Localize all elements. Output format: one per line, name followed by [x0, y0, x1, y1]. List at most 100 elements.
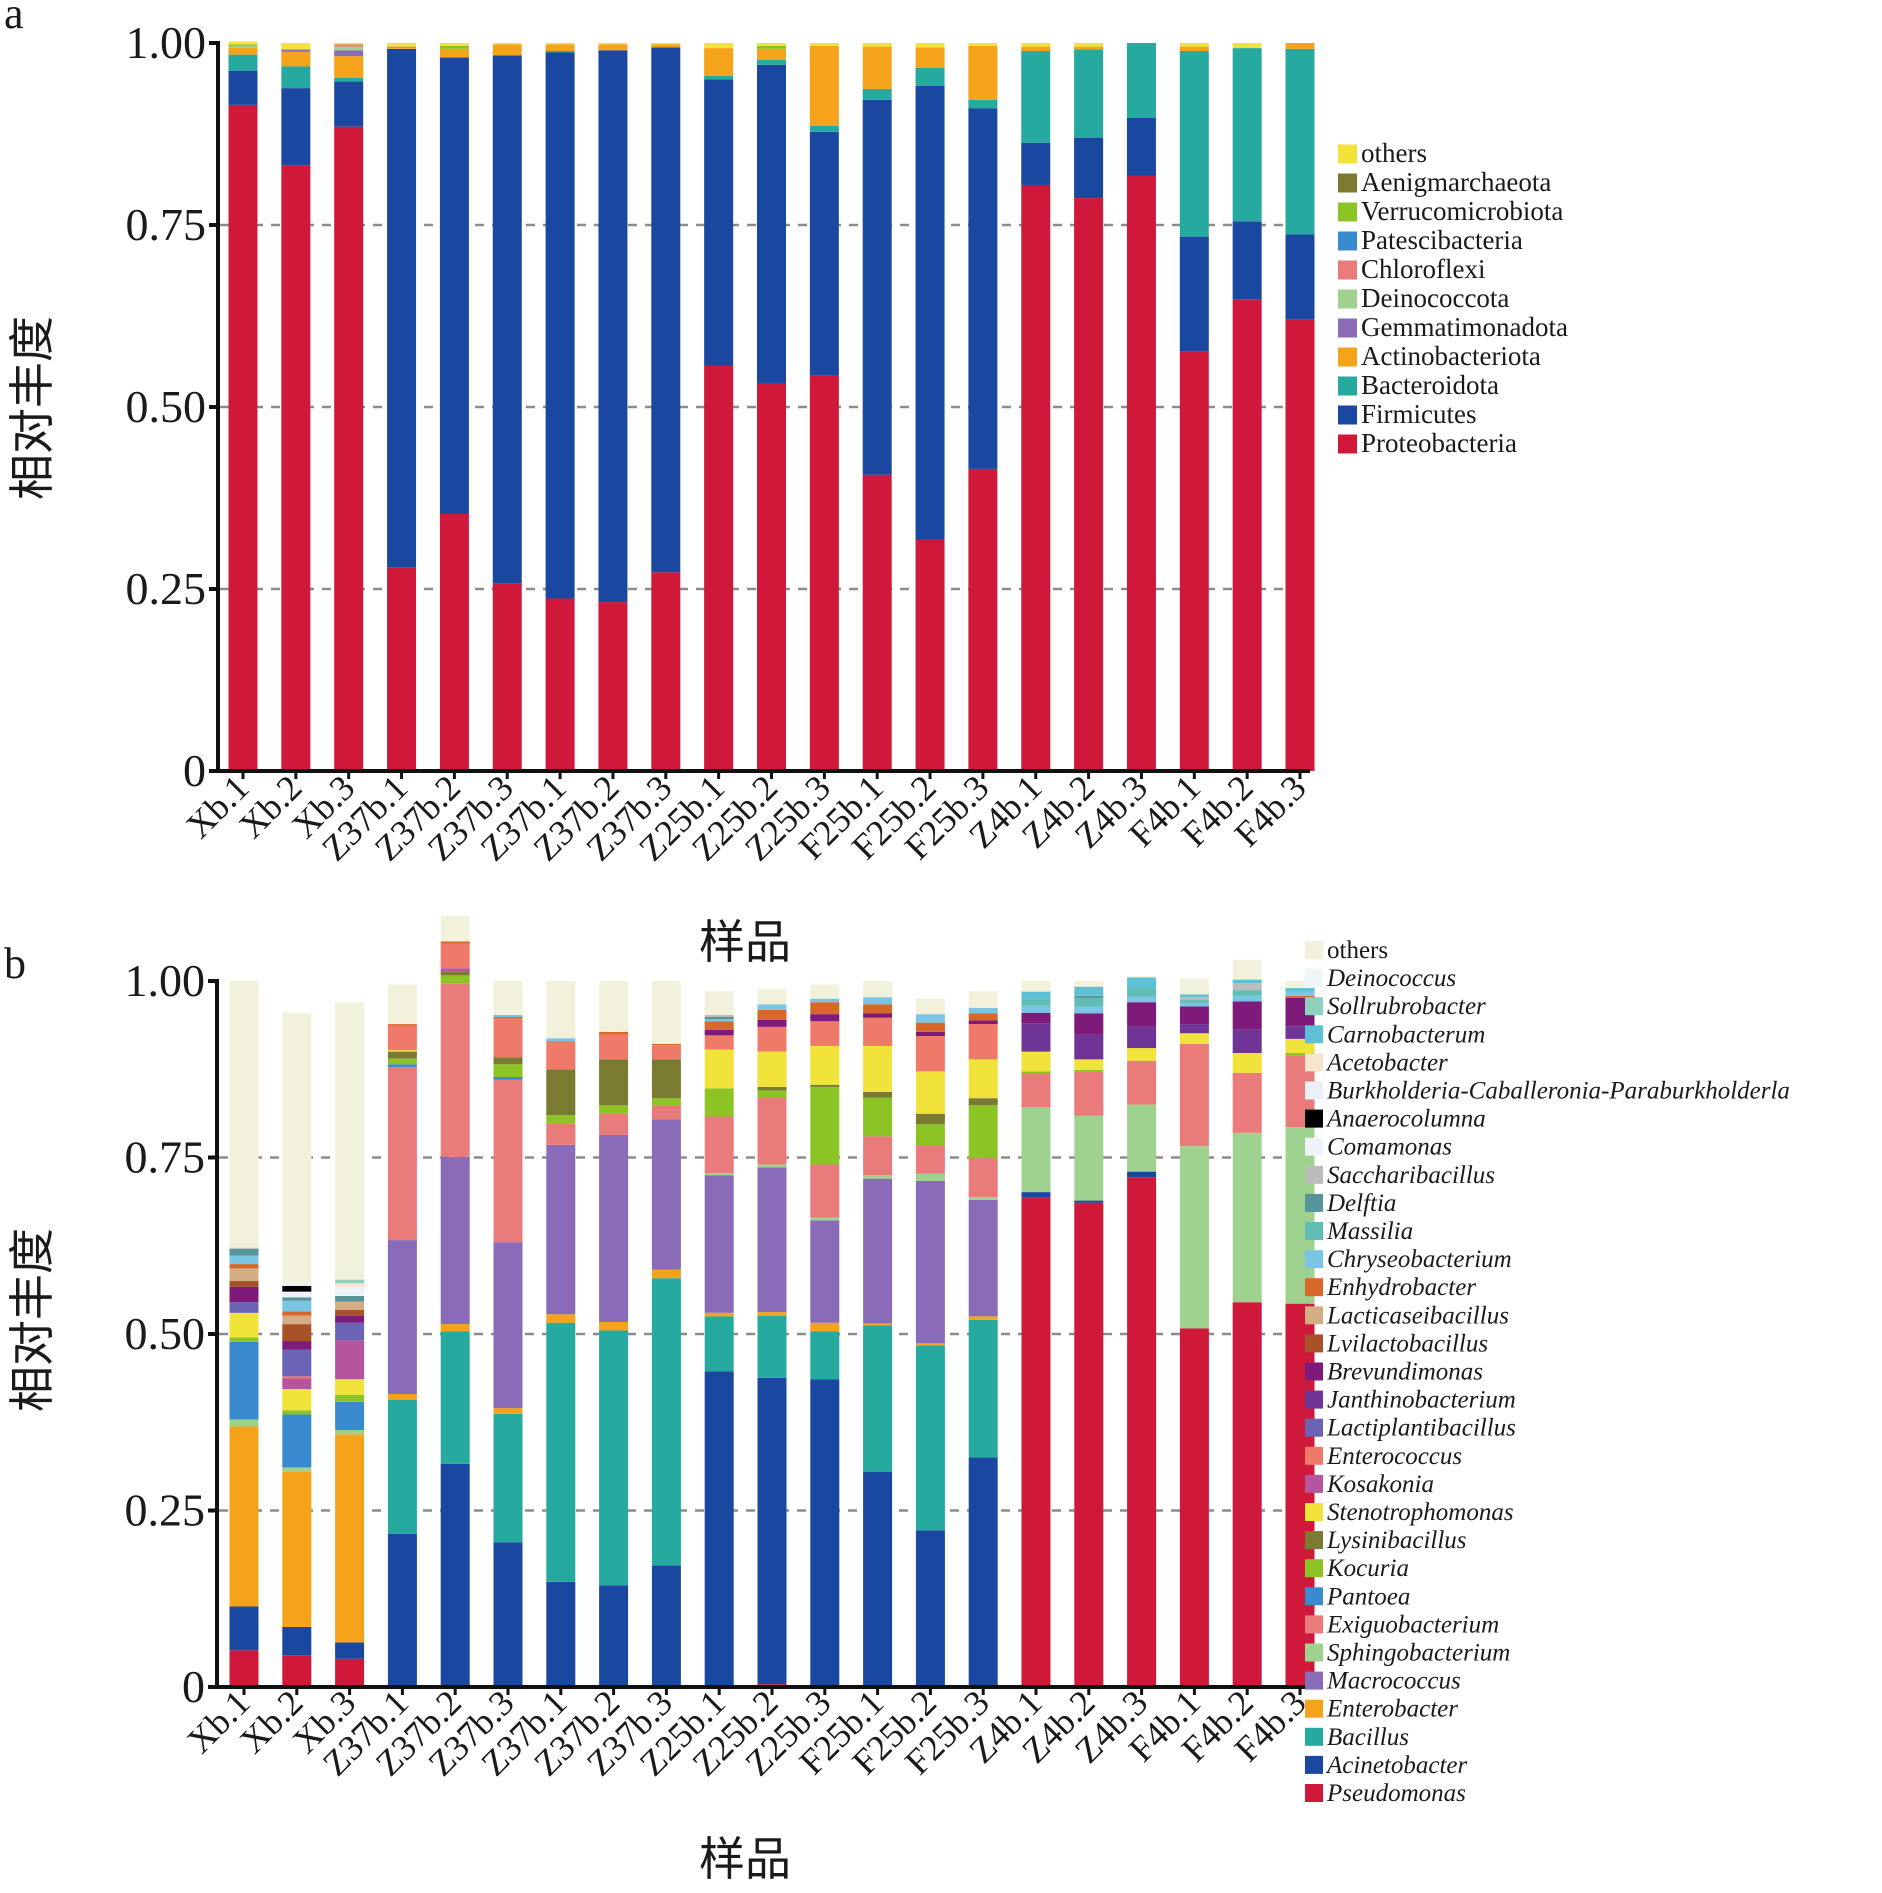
bar-segment-chryseobacterium: [968, 1007, 998, 1014]
legend-label: Sollrubrobacter: [1327, 993, 1486, 1020]
legend-item: others: [1305, 937, 1388, 964]
bar-segment-actinobacteriota: [1074, 46, 1104, 50]
bar-segment-chryseobacterium: [810, 998, 840, 1003]
bar-stack: [809, 43, 839, 771]
bar-segment-bacteroidota: [1232, 48, 1262, 222]
bar-segment-macrococcus: [599, 1134, 629, 1322]
legend-item: Deinococcota: [1338, 283, 1509, 313]
bar-stack: [387, 984, 417, 1687]
y-tick-label: 0.75: [126, 199, 207, 250]
legend-label: Deinococcus: [1326, 965, 1456, 992]
bar-segment-chryseobacterium: [1021, 1005, 1051, 1013]
bar-segment-firmicutes: [281, 88, 311, 166]
bar-segment-actinobacteriota: [598, 44, 628, 51]
y-tick-label: 0.25: [125, 1485, 206, 1536]
legend-swatch: [1305, 1587, 1323, 1606]
bar-segment-proteobacteria: [862, 474, 892, 771]
bar-segment-sphingobacterium: [1179, 1146, 1209, 1329]
bar-segment-actinobacteriota: [281, 51, 311, 67]
bar-segment-macrococcus: [440, 1156, 470, 1325]
bar-segment-pantoea: [493, 1077, 523, 1080]
legend: othersDeinococcusSollrubrobacterCarnobac…: [1305, 937, 1790, 1807]
bar-segment-lysinibacillus: [546, 1069, 576, 1116]
bar-segment-proteobacteria: [545, 598, 575, 771]
bar-segment-others: [492, 43, 522, 45]
bar-segment-enhydrobacter: [229, 1264, 259, 1269]
bar-segment-actinobacteriota: [1179, 46, 1209, 52]
legend-label: Enhydrobacter: [1326, 1274, 1476, 1301]
bar-segment-firmicutes: [915, 85, 945, 540]
bar-segment-firmicutes: [1021, 142, 1051, 185]
bar-segment-chryseobacterium: [1179, 1002, 1209, 1007]
bar-segment-lysinibacillus: [863, 1091, 893, 1098]
legend-label: Macrococcus: [1326, 1668, 1461, 1695]
bar-segment-gemmatimonadota: [334, 50, 364, 57]
bar-segment-chryseobacterium: [1127, 996, 1157, 1003]
bar-segment-others: [1021, 43, 1051, 47]
bar-segment-bacillus: [863, 1325, 893, 1472]
bar-segment-bacteroidota: [1285, 48, 1315, 235]
bar-segment-others: [810, 984, 840, 999]
bar-segment-exiguobacterium: [387, 1067, 417, 1241]
bar-stack: [915, 998, 945, 1687]
legend-item: Lactiplantibacillus: [1305, 1415, 1516, 1442]
bar-stack: [704, 43, 734, 771]
bar-segment-macrococcus: [863, 1178, 893, 1324]
legend-swatch: [1305, 1559, 1323, 1578]
bar-segment-kocuria: [335, 1394, 365, 1402]
bar-segment-others: [546, 981, 576, 1039]
bar-segment-bacteroidota: [1179, 51, 1209, 237]
bar-segment-others: [598, 43, 628, 45]
legend-item: Anaerocolumna: [1305, 1106, 1486, 1133]
bar-segment-exiguobacterium: [863, 1136, 893, 1176]
bar-segment-acetobacter: [335, 1283, 365, 1287]
bar-segment-massilia: [1232, 990, 1262, 996]
bar-segment-chryseobacterium: [493, 1014, 523, 1018]
legend-label: Firmicutes: [1361, 399, 1477, 429]
bar-segment-deinococcota: [334, 46, 364, 51]
bar-stack: [229, 981, 259, 1687]
bar-segment-acinetobacter: [1074, 1200, 1104, 1203]
legend-item: Janthinobacterium: [1305, 1387, 1516, 1414]
bar-segment-macrococcus: [493, 1242, 523, 1409]
bar-segment-enhydrobacter: [599, 1031, 629, 1035]
bar-segment-macrococcus: [757, 1167, 787, 1313]
bar-segment-stenotrophomonas: [1074, 1059, 1104, 1070]
bar-segment-enterobacter: [335, 1434, 365, 1643]
bar-segment-others: [282, 1012, 312, 1284]
bar-segment-others: [335, 1002, 365, 1280]
bar-stack: [492, 43, 522, 771]
bar-segment-macrococcus: [704, 1175, 734, 1313]
legend-label: Acinetobacter: [1325, 1752, 1467, 1779]
y-tick-label: 1.00: [126, 17, 207, 68]
bar-segment-bacillus: [810, 1331, 840, 1380]
bar-stack: [228, 41, 258, 771]
bar-segment-brevundimonas: [335, 1315, 365, 1323]
bar-segment-enterobacter: [915, 1343, 945, 1346]
bar-segment-delftia: [1074, 995, 1104, 998]
bar-segment-kocuria: [757, 1090, 787, 1098]
legend-item: Kocuria: [1305, 1555, 1409, 1582]
bar-segment-pseudomonas: [1074, 1202, 1104, 1687]
bar-segment-lysinibacillus: [493, 1057, 523, 1065]
bar-segment-firmicutes: [1126, 117, 1156, 176]
bar-segment-acinetobacter: [757, 1377, 787, 1685]
bar-stack: [335, 1002, 365, 1687]
bar-segment-macrococcus: [546, 1144, 576, 1315]
bar-segment-acinetobacter: [440, 1463, 470, 1687]
bar-stack: [757, 43, 786, 771]
bar-stack: [968, 43, 998, 771]
legend-item: Gemmatimonadota: [1338, 312, 1568, 342]
bar-segment-kocuria: [1021, 1071, 1051, 1074]
bar-segment-lysinibacillus: [915, 1113, 945, 1125]
legend-swatch: [1305, 1784, 1323, 1802]
bar-segment-chryseobacterium: [757, 1004, 787, 1010]
bar-segment-chryseobacterium: [282, 1300, 312, 1312]
legend-swatch: [1305, 1446, 1323, 1465]
bar-segment-enterobacter: [757, 1312, 787, 1316]
bar-segment-actinobacteriota: [334, 56, 364, 78]
bar-segment-pantoea: [387, 1064, 417, 1068]
bar-segment-enterobacter: [229, 1426, 259, 1607]
bar-segment-massilia: [1021, 998, 1051, 1006]
legend-item: Burkholderia-Caballeronia-Paraburkholder…: [1305, 1078, 1790, 1105]
